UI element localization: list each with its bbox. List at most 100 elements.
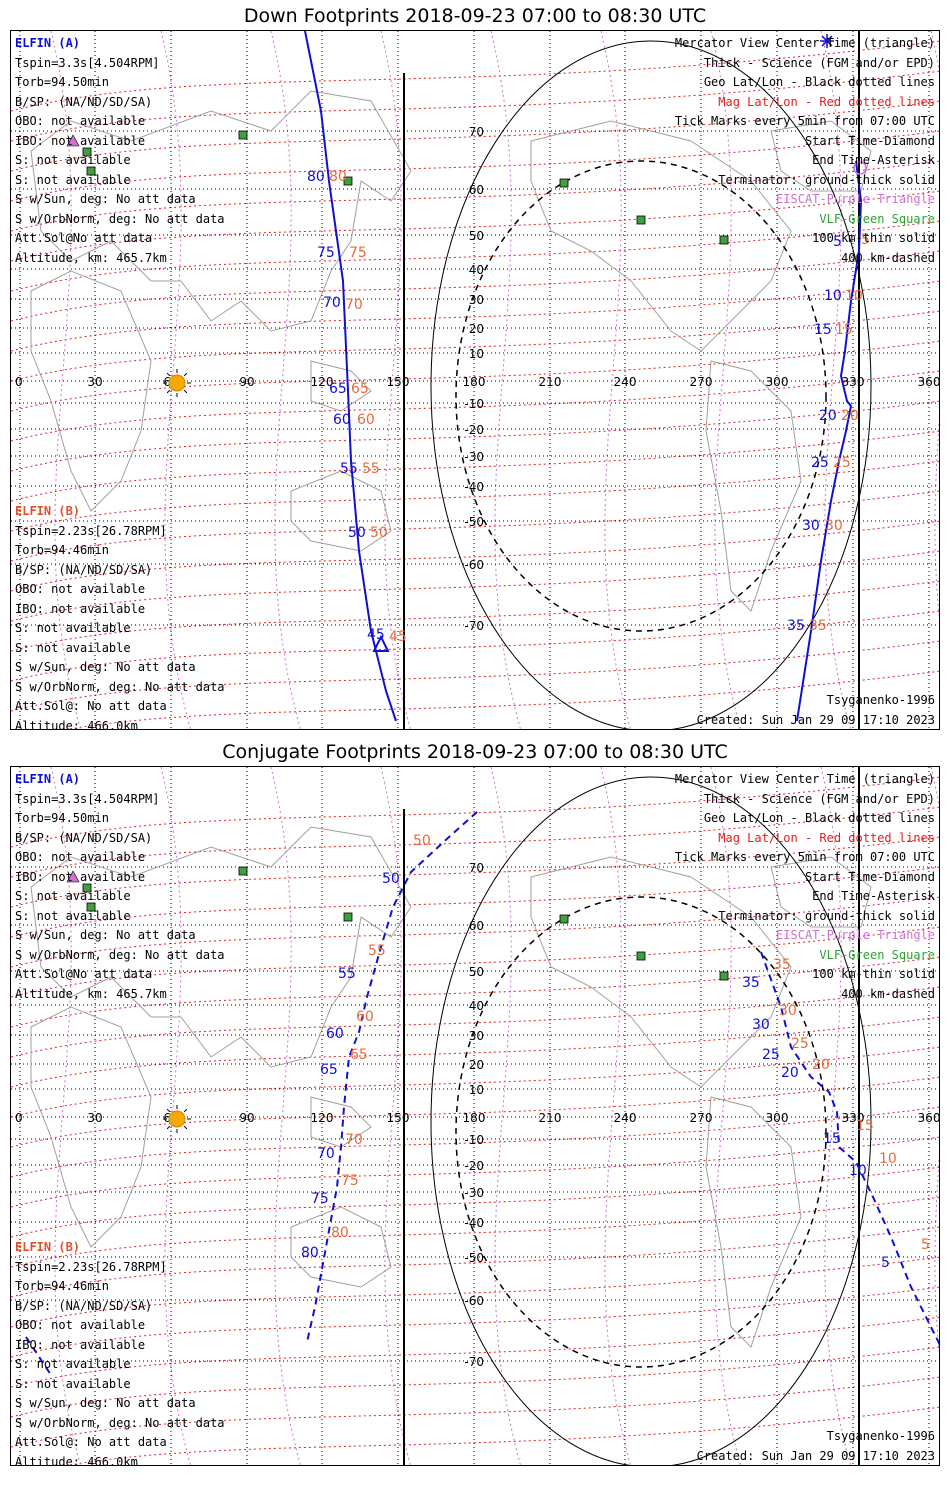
legend-entry: Thick - Science (FGM and/or EPD) [703,791,935,806]
lat-label: 40 [469,263,484,277]
vlf-square [86,902,96,912]
legend-entry: End Time-Asterisk [812,153,935,167]
coastline [770,856,872,928]
panel-title-down: Down Footprints 2018-09-23 07:00 to 08:3… [243,5,707,27]
sun-disk [168,1110,186,1128]
elfin-a-info: ELFIN (A) Tspin=3.3s[4.504RPM] Torb=94.50m… [15,34,225,268]
tick-label-blue: 65 [320,1062,338,1078]
elfin-a-line: OBO: not available [15,114,146,128]
elfin-b-name: ELFIN (B) [15,1240,81,1254]
legend-entry: 100 km-thin solid [812,967,935,981]
lon-label: 330 [842,1111,865,1125]
legend-entry: Mag Lat/Lon - Red dotted lines [718,94,935,109]
tick-label-blue: 25 [762,1047,780,1063]
lat-label: -70 [464,619,484,633]
legend-entry: 100 km-thin solid [812,231,935,245]
sun-ray [183,389,188,394]
elfin-a-line: S: not available [15,153,131,167]
sun-ray [183,372,188,377]
vlf-square [559,914,569,924]
tick-label-orange: 10 [879,1151,897,1167]
tick-label-blue: 60 [326,1026,344,1042]
tick-label-blue: 75 [311,1191,329,1207]
legend-entry: Start Time-Diamond [804,133,935,148]
tick-label-blue: 10 [849,1163,867,1179]
elfin-a-line: S: not available [15,172,131,187]
mag-lon-line [600,31,631,729]
elfin-a-name: ELFIN (A) [15,772,81,786]
sun-icon [163,1105,191,1133]
coastline [30,270,152,512]
elfin-a-line: Tspin=3.3s[4.504RPM] [15,791,160,806]
fov-400km-ellipse [455,160,827,632]
tick-label-orange: 35 [809,618,827,634]
end-time-asterisk [820,34,834,48]
vlf-square [238,130,248,140]
legend-entry: Tick Marks every 5min from 07:00 UTC [674,850,935,864]
elfin-a-line: Torb=94.50min [15,75,109,89]
vlf-square [82,883,92,893]
lat-label: 70 [469,125,484,139]
coastline [705,360,802,612]
tick-label-orange: 45 [389,629,407,645]
tick-label-orange: 65 [350,1047,368,1063]
asterisk-stroke [821,35,833,47]
elfin-b-line: S: not available [15,1357,131,1371]
lat-label: -60 [464,558,484,572]
elfin-b-line: S w/Sun, deg: No att data [15,660,196,674]
elfin-b-line: Altitude: 466.0km [15,718,138,730]
lat-label: 30 [469,293,484,307]
coastline [310,360,372,412]
conjugate-footprints-panel: 0 30 60 90 120 150 180 210 240 270 300 330 360 70 60 50… [10,766,940,1466]
legend-entry: Start Time-Diamond [804,869,935,884]
elfin-b-line: Tspin=2.23s[26.78RPM] [15,1259,167,1274]
tick-label-orange: 15 [835,322,853,338]
elfin-b-line: B/SP: (NA/ND/SD/SA) [15,562,153,577]
coastline [530,120,792,352]
geo-grid [11,31,939,729]
legend-entry: EISCAT-Purple Triangle [776,928,935,942]
vlf-square [238,866,248,876]
lon-label: 120 [311,1111,334,1125]
sun-ray [166,1108,171,1113]
elfin-b-line: S w/OrbNorm, deg: No att data [15,679,225,694]
lat-label: -10 [464,397,484,411]
coastline [310,1096,372,1148]
tick-label-orange: 80 [331,1225,349,1241]
legend-entry: 400 km-dashed [841,986,935,1001]
coastline [30,90,412,332]
lon-label: 0 [15,1111,23,1125]
legend-entry: Tick Marks every 5min from 07:00 UTC [674,114,935,128]
legend-entry: 400 km-dashed [841,250,935,265]
tick-label-orange: 50 [370,525,388,541]
elfin-b-name: ELFIN (B) [15,504,81,518]
elfin-a-line: S w/Sun, deg: No att data [15,192,196,206]
elfin-a-line: Altitude, km: 465.7km [15,250,167,265]
tick-label-blue: 30 [752,1017,770,1033]
elfin-a-line: S: not available [15,908,131,923]
tick-label-blue: 15 [814,322,832,338]
legend-entry: Terminator: ground-thick solid [718,172,935,187]
lon-label: 0 [15,375,23,389]
tick-label-blue: 20 [781,1065,799,1081]
elfin-b-line: Torb=94.46min [15,543,109,557]
fov-100km-ellipse [430,40,872,729]
lon-label: 210 [539,375,562,389]
elfin-a-line: S w/OrbNorm, deg: No att data [15,947,225,962]
elfin-b-line: Att.Sol@: No att data [15,1435,167,1449]
sun-ray [183,1125,188,1130]
tick-label-orange: 25 [791,1036,809,1052]
lat-label: -40 [464,480,484,494]
coastline [30,1006,152,1248]
mag-lon-line [270,767,301,1465]
mag-lon-line [710,31,741,729]
sun-ray [166,389,171,394]
lon-label: 360 [918,1111,940,1125]
legend-entry: Geo Lat/Lon - Black dotted lines [703,75,935,89]
mag-grid [11,767,939,1465]
elfin-b-line: OBO: not available [15,582,146,596]
lat-label: -60 [464,1294,484,1308]
legend-entry: VLF-Green Square [819,947,935,962]
lon-label: 120 [311,375,334,389]
coastlines [30,826,872,1348]
